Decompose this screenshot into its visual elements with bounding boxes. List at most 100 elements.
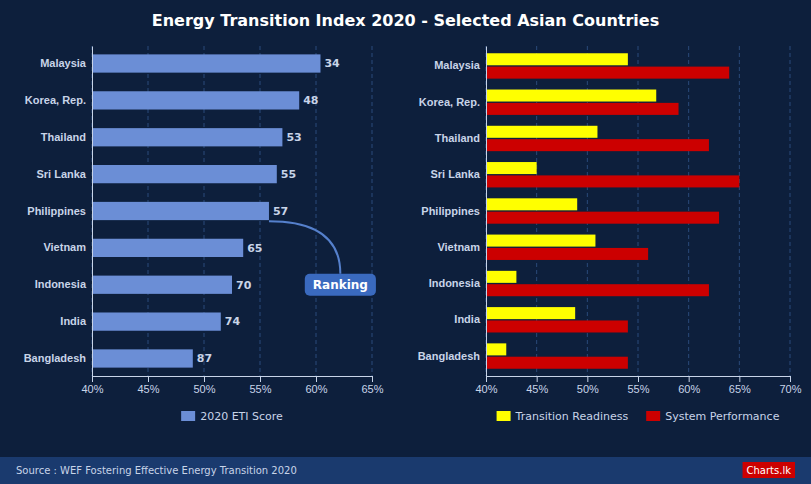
tick-label: 50% [577,383,599,395]
rank-label: 57 [273,205,288,218]
y-axis: MalaysiaKorea, Rep.ThailandSri LankaPhil… [24,47,93,377]
tick-mark [372,376,373,382]
legend-swatch [646,411,660,421]
tick: 40% [81,376,103,395]
tick-label: India [60,315,87,327]
tick-label: 45% [526,383,548,395]
grid-line [486,46,487,376]
bar [486,248,648,260]
tick-label: Vietnam [43,241,86,253]
bar [486,126,597,138]
tick-label: Bangladesh [418,350,481,362]
bar [92,276,232,294]
tick-mark [689,376,690,382]
rank-label: 48 [303,94,318,107]
tick-label: 65% [361,383,383,395]
annotation: Ranking [269,221,376,296]
tick-label: Sri Lanka [36,168,86,180]
rank-label: 34 [324,57,340,70]
tick-mark [739,376,740,382]
bar [92,202,269,220]
tick-label: Thailand [435,132,480,144]
tick-label: Korea, Rep. [419,96,480,108]
rank-labels: 344853555765707487 [197,57,340,365]
grid-line [739,46,740,376]
tick: 55% [249,376,271,395]
x-axis: 40% 45% 50% 55% 60% 65% 70% [475,376,801,395]
credit-box [743,462,795,478]
tick-label: Bangladesh [24,352,87,364]
bar [486,343,506,355]
tick: 65% [361,376,383,395]
bar [486,103,679,115]
tick-label: 40% [81,383,103,395]
tick: 70% [779,376,801,395]
legend-item: 2020 ETI Score [181,410,283,423]
bar [486,53,628,65]
rank-label: 65 [247,242,262,255]
tick: 65% [729,376,751,395]
tick-label: Korea, Rep. [25,94,86,106]
grid [486,46,790,376]
source-text: Source : WEF Fostering Effective Energy … [16,465,297,476]
tick-mark [638,376,639,382]
bar [486,198,577,210]
tick: India [60,315,92,327]
grid [92,46,372,376]
tick-label: Indonesia [429,277,481,289]
bar [486,357,628,369]
bar [92,349,193,367]
legend-item: System Performance [646,410,779,423]
tick-label: Philippines [421,205,480,217]
y-axis: MalaysiaKorea, Rep.ThailandSri LankaPhil… [418,47,487,377]
tick: Philippines [27,205,92,217]
bar [486,284,709,296]
axis-line [487,377,791,383]
bar [92,239,243,257]
bar [92,312,221,330]
bar [92,165,277,183]
tick-label: 50% [193,383,215,395]
tick: 60% [305,376,327,395]
tick-mark [537,376,538,382]
tick: 55% [627,376,649,395]
tick: India [454,313,486,325]
title: Energy Transition Index 2020 - Selected … [152,11,659,30]
tick-label: India [454,313,481,325]
series [486,53,656,355]
tick-label: 55% [627,383,649,395]
bar [486,175,739,187]
x-axis: 40% 45% 50% 55% 60% 65% [81,376,383,395]
bar [92,128,282,146]
tick-label: Malaysia [434,59,481,71]
bar [486,307,575,319]
plot: 34485355576570748740%45%50%55%60%65%Mala… [24,46,384,395]
legend-label: Transition Readiness [515,410,629,423]
tick-label: Philippines [27,205,86,217]
rank-label: 74 [225,315,241,328]
tick: Malaysia [434,59,486,71]
tick-mark [587,376,588,382]
tick: Indonesia [429,277,486,289]
legend-swatch [497,411,511,421]
tick-label: 40% [475,383,497,395]
tick-label: Thailand [41,131,86,143]
bar [486,162,537,174]
tick: Bangladesh [418,350,486,362]
tick: Bangladesh [24,352,92,364]
bar [92,91,299,109]
tick-label: 70% [779,383,801,395]
tick: 60% [678,376,700,395]
tick: Thailand [41,131,92,143]
bar [486,212,719,224]
series [92,54,320,367]
tick: Philippines [421,205,486,217]
legend-label: 2020 ETI Score [200,410,283,423]
bar [486,139,709,151]
grid-line [92,46,93,376]
tick-label: 45% [137,383,159,395]
rank-label: 70 [236,279,252,292]
bar [486,67,729,79]
annotation-text: Ranking [313,278,368,292]
axis-line [486,47,487,377]
